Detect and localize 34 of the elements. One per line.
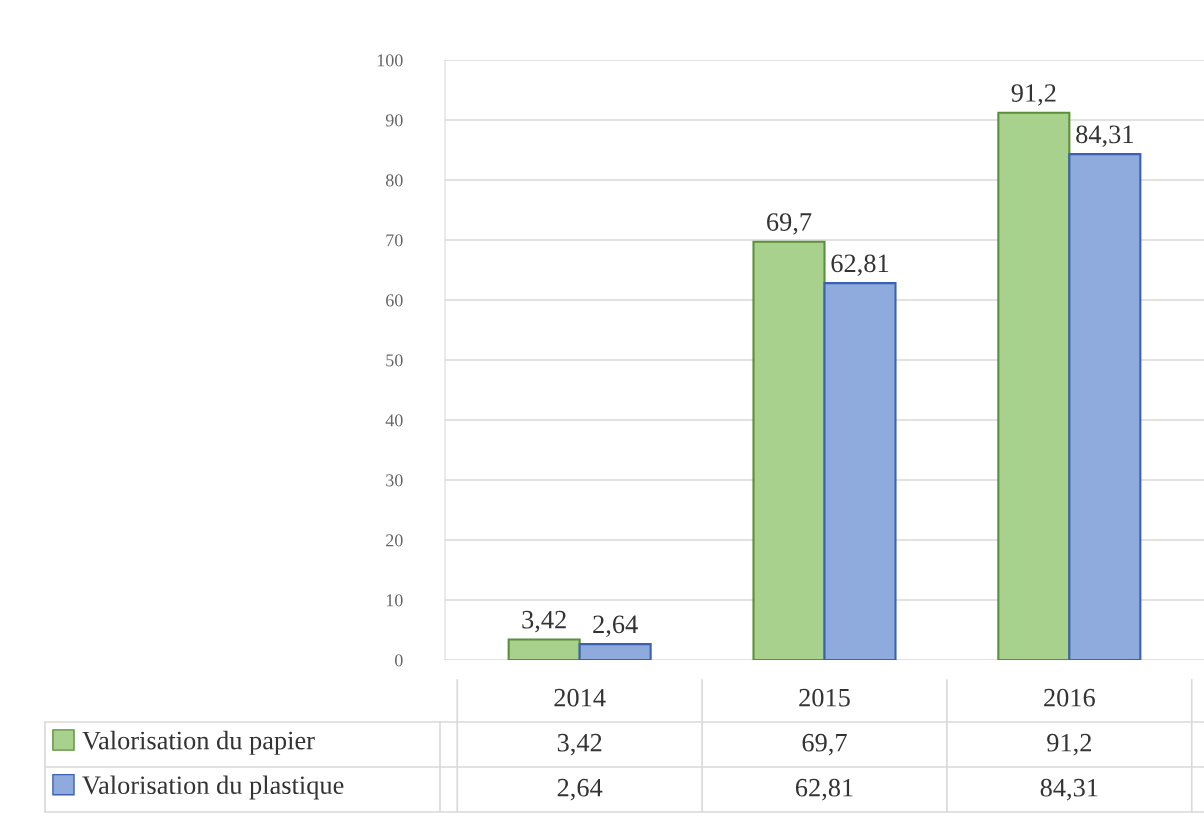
bar: [1068, 153, 1142, 660]
text: 84,31: [1076, 125, 1133, 148]
data-label: 62,81: [795, 778, 853, 801]
bar: [578, 643, 652, 660]
bar: [507, 638, 581, 660]
bar: [752, 240, 826, 660]
legend-label: Valorisation du papier: [82, 730, 315, 755]
data-label: 2,64: [557, 778, 603, 801]
text: 62,81: [831, 254, 889, 277]
y-tick-label: 40: [385, 414, 403, 427]
y-tick-label: 100: [377, 54, 403, 67]
text: 69,7: [767, 213, 812, 235]
y-tick-label: 10: [386, 594, 403, 607]
text: 91,2: [1011, 84, 1056, 106]
data-label: 69,7: [802, 733, 847, 756]
y-tick-label: 0: [394, 654, 403, 667]
text: 3,42: [522, 610, 566, 633]
legend-label: Valorisation du plastique: [82, 775, 344, 800]
y-tick-label: 30: [386, 474, 403, 487]
y-tick-label: 60: [386, 294, 403, 307]
y-tick-label: 50: [386, 354, 403, 367]
bar: [823, 282, 897, 660]
data-label: 3,42: [557, 733, 602, 756]
x-tick-label: 2016: [1044, 688, 1095, 707]
text: 2,64: [593, 615, 638, 638]
data-label: 91,2: [1047, 733, 1091, 756]
data-label: 84,31: [1040, 778, 1098, 801]
x-tick-label: 2015: [799, 688, 850, 707]
x-tick-label: 2014: [554, 688, 606, 707]
y-tick-label: 80: [385, 174, 403, 187]
y-tick-label: 90: [385, 114, 403, 127]
y-tick-label: 20: [386, 534, 403, 547]
bar: [997, 111, 1071, 660]
y-tick-label: 70: [386, 234, 403, 247]
